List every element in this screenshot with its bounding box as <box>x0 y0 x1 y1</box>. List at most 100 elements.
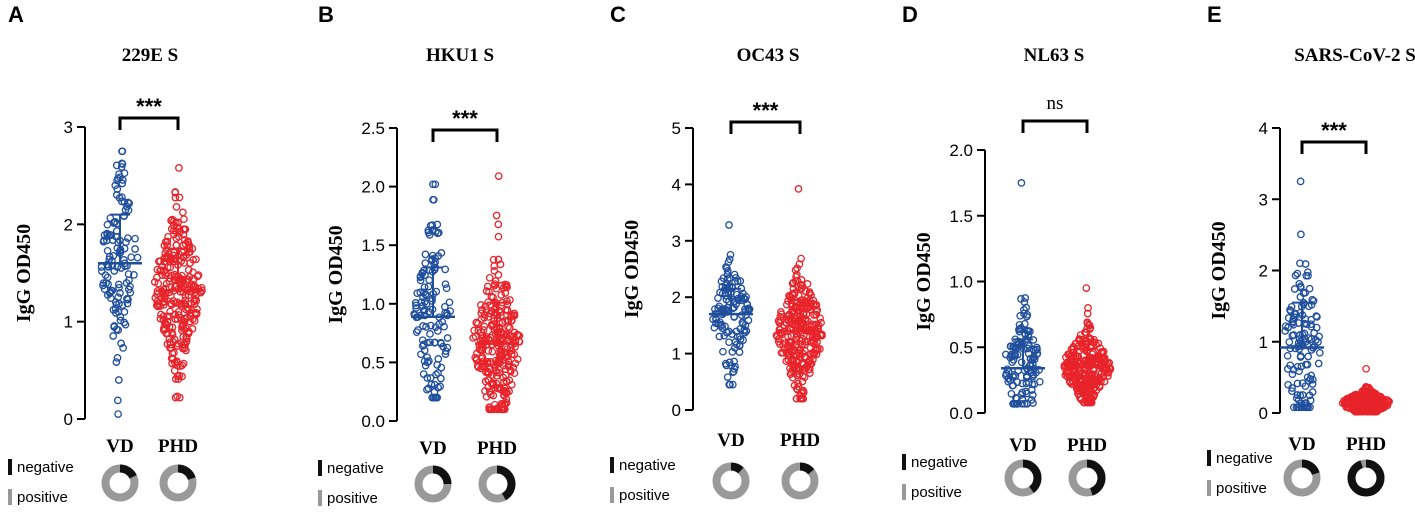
data-point <box>1297 230 1305 239</box>
x-category-label: VD <box>1009 435 1036 456</box>
data-point <box>122 279 131 287</box>
data-point <box>1033 345 1041 354</box>
data-point <box>184 266 193 274</box>
legend-swatch-negative <box>318 460 322 476</box>
data-point <box>1035 366 1043 374</box>
data-point <box>1307 371 1316 380</box>
data-point <box>730 270 739 279</box>
y-axis-label: IgG OD450 <box>621 220 643 318</box>
data-point <box>798 377 807 386</box>
legend-swatch-negative <box>902 454 906 470</box>
data-point <box>185 304 193 313</box>
data-point <box>813 338 821 346</box>
x-category-label: PHD <box>158 436 198 457</box>
data-point <box>420 283 429 292</box>
data-point <box>790 321 798 329</box>
data-point <box>423 353 432 362</box>
y-tick-label: 5 <box>672 119 681 138</box>
data-point <box>725 327 733 336</box>
data-point <box>485 273 494 282</box>
data-point <box>1025 378 1033 387</box>
data-point <box>725 221 733 229</box>
data-point <box>1071 373 1080 382</box>
data-point <box>419 370 428 378</box>
data-point <box>1288 370 1297 379</box>
data-point <box>720 331 729 340</box>
data-point <box>776 316 785 324</box>
data-point <box>154 279 163 288</box>
x-category-label: VD <box>419 438 446 459</box>
data-point <box>1312 336 1320 344</box>
data-point <box>500 399 509 408</box>
significance-bracket <box>431 128 499 142</box>
x-category-label: PHD <box>1067 435 1107 456</box>
data-point <box>1302 271 1311 280</box>
legend-swatch-negative <box>610 457 614 473</box>
data-point <box>786 350 794 358</box>
data-point <box>169 297 178 305</box>
data-point <box>485 287 493 296</box>
panel-C: C OC43 S 0 1 2 3 4 5 IgG OD450 *** VD PHD negative po… <box>610 2 826 504</box>
data-point <box>443 311 452 320</box>
data-point <box>175 393 184 402</box>
data-point <box>731 362 739 371</box>
donut-negative-VD <box>712 462 750 500</box>
panel-letter: D <box>902 2 918 27</box>
data-point <box>121 320 130 329</box>
data-point <box>1099 347 1108 356</box>
panel-E: E SARS-CoV-2 S 0 1 2 3 4 IgG OD450 *** VD PHD negat… <box>1207 2 1415 497</box>
data-point <box>131 234 139 243</box>
data-point <box>489 255 498 264</box>
donut-negative-VD <box>1283 459 1321 497</box>
data-point <box>158 271 167 279</box>
data-point <box>482 392 491 401</box>
data-point <box>470 326 479 335</box>
data-point <box>156 314 165 323</box>
y-axis-label: IgG OD450 <box>325 225 347 323</box>
data-point <box>171 188 180 197</box>
y-axis-label: IgG OD450 <box>913 232 935 330</box>
x-category-label: VD <box>1288 434 1315 455</box>
data-point <box>1013 378 1022 386</box>
significance-bracket <box>118 116 180 130</box>
y-tick-label: 2 <box>64 215 73 234</box>
legend-label-positive: positive <box>911 484 962 501</box>
data-point <box>1346 394 1355 403</box>
data-point <box>806 369 814 377</box>
data-point <box>474 363 483 372</box>
data-point <box>133 253 142 262</box>
data-point <box>153 265 162 274</box>
data-point <box>108 236 117 244</box>
data-point <box>503 300 512 308</box>
data-point <box>1362 364 1370 373</box>
data-point <box>101 271 110 280</box>
series-PHD <box>1338 364 1393 416</box>
data-point <box>153 297 162 306</box>
data-point <box>494 172 503 180</box>
y-tick-label: 2.0 <box>361 178 385 197</box>
data-point <box>1017 179 1026 187</box>
y-tick-label: 2.5 <box>361 119 385 138</box>
data-point <box>792 340 801 349</box>
data-point <box>494 232 503 241</box>
data-point <box>1012 399 1021 408</box>
data-point <box>486 357 495 366</box>
data-point <box>426 321 435 330</box>
legend-swatch-positive <box>610 487 614 503</box>
data-point <box>179 253 188 262</box>
data-point <box>1020 305 1028 314</box>
x-category-label: PHD <box>1346 434 1386 455</box>
data-point <box>425 357 433 365</box>
data-point <box>111 305 120 314</box>
x-category-label: VD <box>106 436 133 457</box>
series-PHD <box>1060 284 1115 407</box>
donut-negative-PHD <box>1068 459 1106 497</box>
data-point <box>1315 348 1324 357</box>
data-point <box>494 356 503 365</box>
data-point <box>114 280 123 289</box>
data-point <box>442 284 451 293</box>
data-point <box>1017 358 1026 367</box>
data-point <box>1082 284 1091 292</box>
y-tick-label: 0.5 <box>361 353 385 372</box>
y-tick-label: 3 <box>64 118 73 137</box>
